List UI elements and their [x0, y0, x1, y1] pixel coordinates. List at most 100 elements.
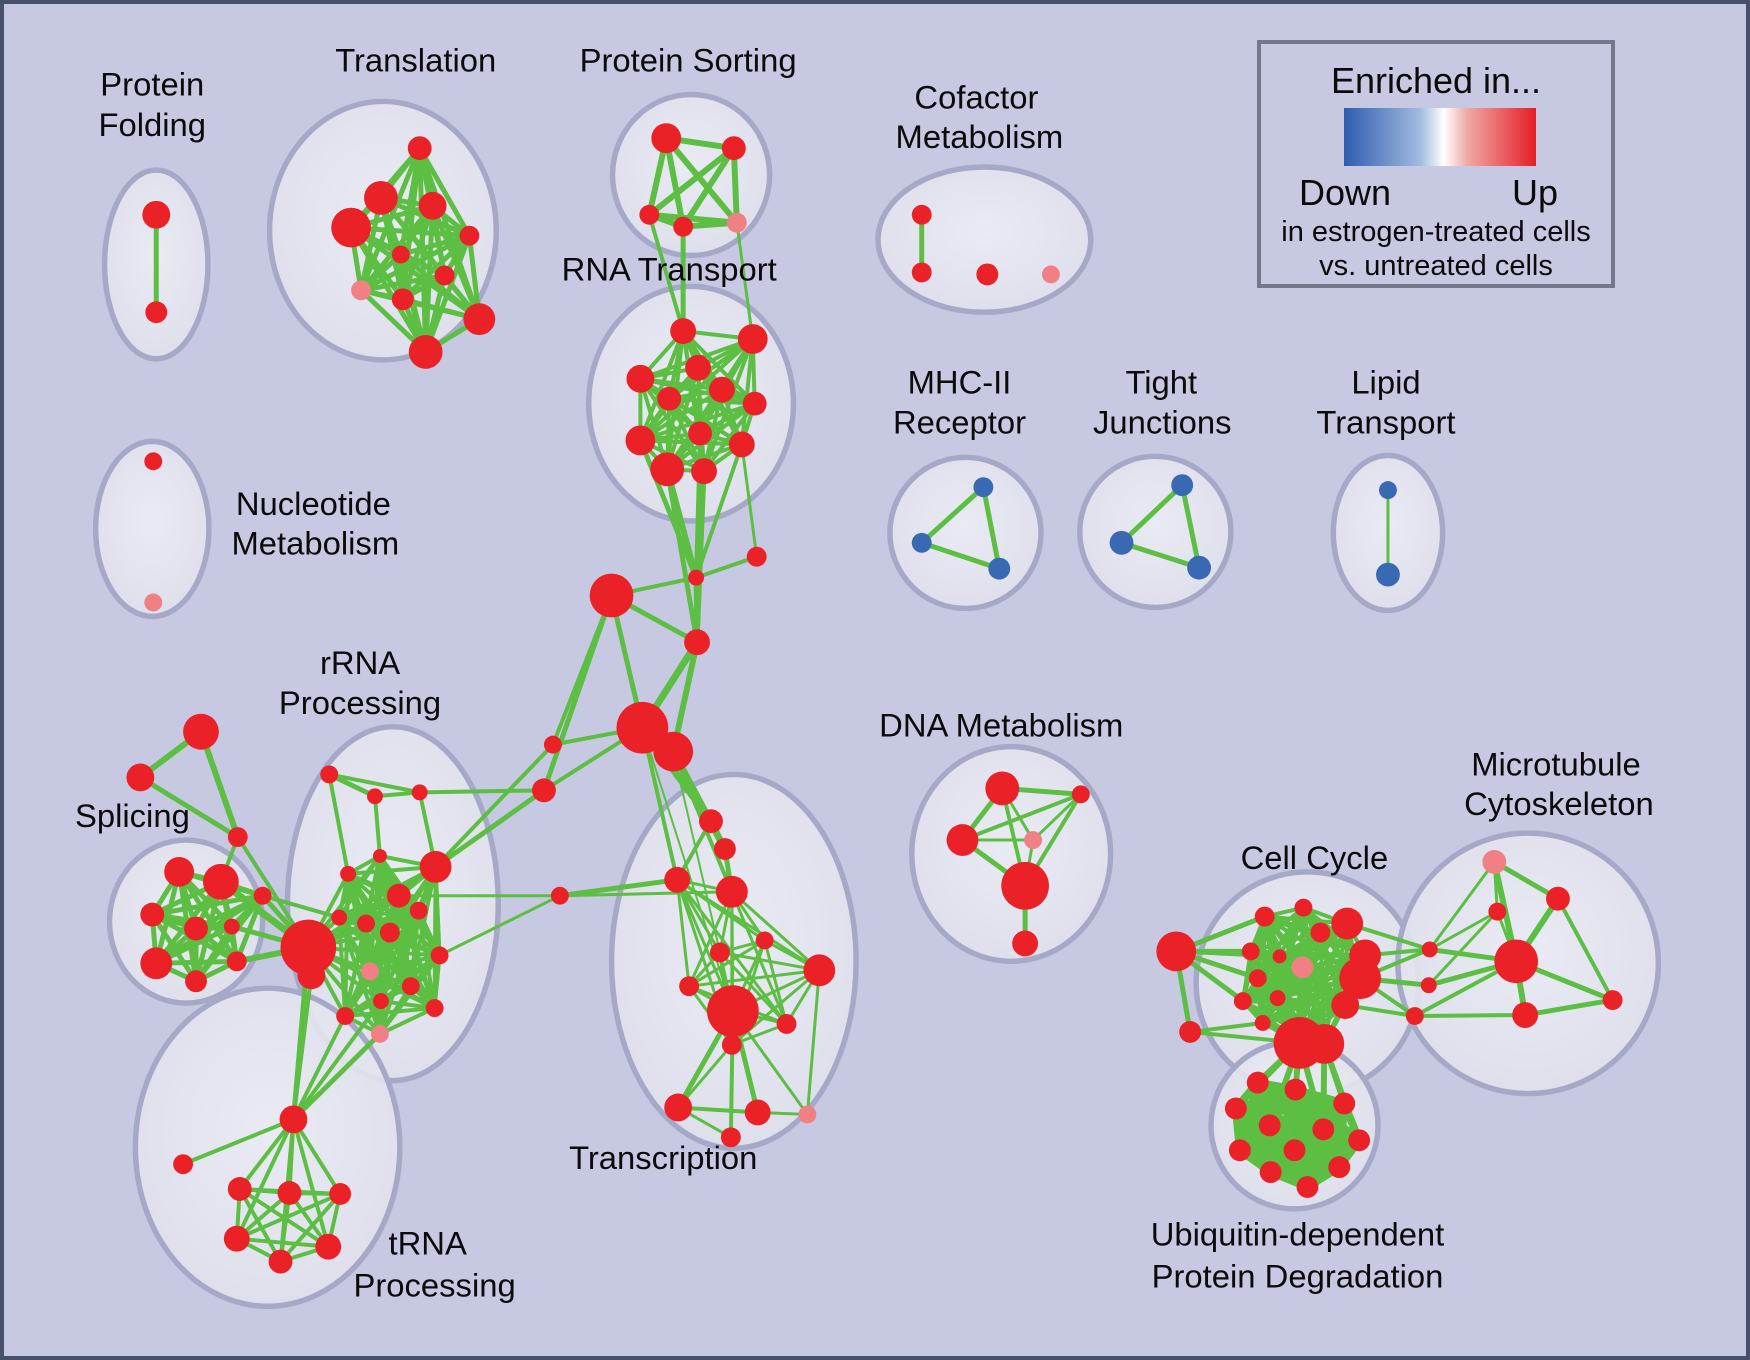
cluster-label-mhc-ii-receptor-line2: Receptor [893, 403, 1026, 440]
edge-th-tr5 [291, 1117, 331, 1249]
edge-n5-n16 [432, 864, 438, 1011]
edge-th-n15 [291, 999, 383, 1122]
node-n17 [336, 1007, 355, 1025]
node-s1 [164, 856, 195, 887]
edge-st1-st3 [198, 728, 241, 841]
edge-rc3-mt8 [1412, 1013, 1528, 1018]
edge-th-rh2 [291, 973, 314, 1122]
cluster-label-rrna-processing-line2: Processing [279, 684, 441, 721]
node-x15 [720, 1127, 741, 1148]
node-tj1 [1171, 474, 1194, 497]
edge-cc4-cc5 [1248, 930, 1323, 954]
node-n16 [425, 999, 444, 1018]
edge-th-tr3 [291, 1117, 343, 1196]
node-s9 [253, 886, 272, 905]
node-cc2 [1294, 898, 1313, 917]
edge-n20-x3 [557, 877, 680, 899]
node-ccs [1179, 1020, 1202, 1043]
node-t11 [408, 335, 443, 369]
edge-n13-n17 [343, 953, 442, 1018]
node-cc14 [1254, 1015, 1271, 1031]
node-n12 [361, 962, 379, 981]
node-u7 [1348, 1129, 1371, 1152]
edge-ps1-ps4 [663, 135, 687, 230]
edge-d2-d3 [960, 792, 1083, 843]
cluster-label-dna-metabolism-line1: DNA Metabolism [879, 707, 1123, 744]
node-nm2 [144, 593, 163, 612]
node-u3 [1224, 1097, 1247, 1120]
node-s8 [226, 951, 247, 972]
node-r12 [691, 458, 717, 485]
edge-n8-n9 [337, 908, 421, 920]
edge-x4-x7 [730, 890, 821, 972]
node-cc4 [1310, 922, 1331, 943]
edge-n8-n17 [343, 908, 421, 1018]
node-mt8 [1512, 1002, 1539, 1028]
edge-cc2-cc5 [1248, 905, 1306, 954]
edge-u10-u11 [1266, 1163, 1344, 1177]
node-u10 [1259, 1161, 1282, 1184]
edge-ps2-ps3 [646, 145, 737, 218]
node-mt1 [1482, 849, 1507, 874]
node-l1 [1379, 481, 1397, 500]
node-x13 [744, 1099, 771, 1126]
node-n14 [401, 977, 420, 996]
node-tr6 [268, 1249, 293, 1274]
edge-r9-c1 [637, 437, 699, 581]
edge-tr3-tr4 [234, 1191, 343, 1241]
node-tr5 [315, 1233, 342, 1260]
edge-t4-t11 [348, 225, 429, 355]
node-tr4 [223, 1225, 250, 1252]
edge-x7-x8 [687, 968, 821, 988]
node-s6 [140, 947, 173, 980]
cluster-tight-junctions [1077, 453, 1234, 611]
edge-tj2-tj3 [1119, 540, 1202, 571]
edge-st2-st3 [137, 774, 241, 840]
edge-n16-n17 [343, 1006, 437, 1018]
node-t8 [351, 280, 371, 301]
node-r10 [728, 431, 755, 458]
node-x7 [803, 954, 836, 987]
node-s3 [140, 902, 165, 927]
node-x12 [664, 1093, 693, 1122]
node-cch2 [1304, 1023, 1345, 1064]
edge-r1-r9 [638, 329, 686, 443]
edge-n19-n5 [433, 787, 547, 870]
edge-m1-m3 [980, 484, 1002, 572]
legend-up-label: Up [1511, 172, 1559, 213]
node-u12 [1296, 1176, 1319, 1198]
edge-t1-t5 [417, 145, 472, 239]
node-d4 [1024, 831, 1043, 849]
edge-c6-x6 [672, 750, 721, 954]
node-ta [173, 1154, 194, 1175]
node-rh2 [297, 961, 326, 990]
nodes [126, 123, 1623, 1274]
edge-t7-t8 [358, 272, 448, 293]
node-x14 [798, 1105, 817, 1124]
edge-x5-x10 [763, 938, 789, 1026]
edge-n16-n18 [377, 1006, 437, 1036]
node-tr2 [277, 1181, 302, 1205]
edge-r2-r10 [739, 337, 755, 447]
edge-n1-n6 [327, 772, 351, 876]
edge-tj1-tj2 [1119, 482, 1185, 546]
cluster-label-cofactor-metabolism-line1: Cofactor [914, 78, 1038, 115]
edge-s6-s9 [153, 893, 266, 966]
node-cf3 [976, 263, 999, 286]
cluster-label-transcription-line1: Transcription [569, 1139, 757, 1176]
edge-r9-r10 [638, 438, 744, 447]
node-r8 [688, 421, 712, 446]
node-s4 [184, 916, 208, 941]
edge-s7-s9 [193, 893, 266, 984]
node-pf2 [145, 301, 168, 324]
node-ccl [1156, 931, 1197, 972]
node-t9 [391, 288, 414, 311]
edge-th-n18 [290, 1031, 383, 1122]
edge-n11-n16 [387, 930, 437, 1011]
edge-x14-x7 [805, 968, 821, 1116]
edge-tj1-tj3 [1179, 482, 1202, 571]
edge-n10-n17 [343, 921, 369, 1018]
node-n3 [411, 784, 428, 801]
node-pf1 [142, 200, 171, 229]
edge-r11-c4 [664, 466, 700, 645]
